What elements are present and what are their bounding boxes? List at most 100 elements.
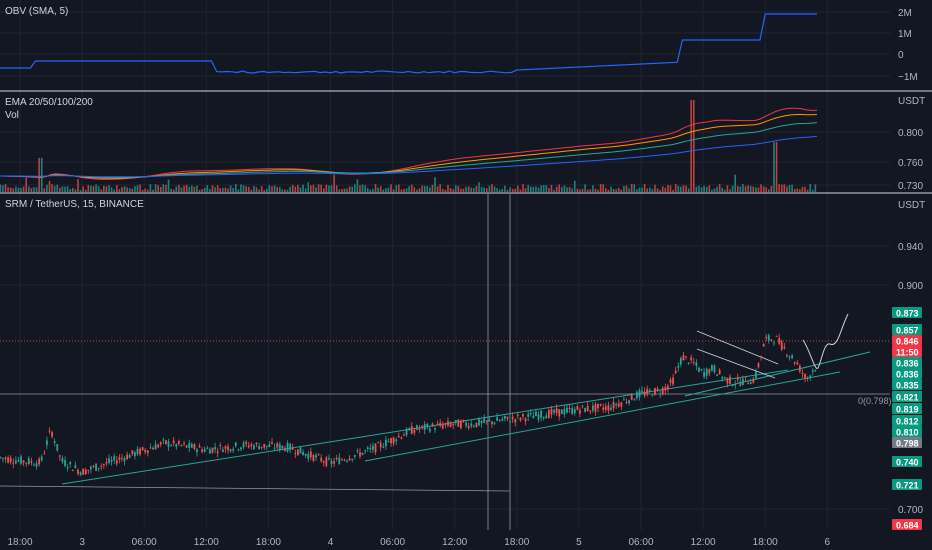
- volume-bar: [485, 188, 488, 192]
- volume-bar: [250, 189, 253, 192]
- volume-bar: [475, 185, 478, 192]
- volume-bar: [651, 188, 654, 192]
- candle-body: [188, 443, 191, 448]
- volume-bar: [765, 187, 768, 192]
- wedge-lower[interactable]: [696, 348, 776, 379]
- candle-body: [335, 457, 338, 459]
- volume-bar: [258, 189, 260, 192]
- volume-bar: [66, 186, 69, 192]
- candle-body: [216, 451, 219, 453]
- volume-bar: [791, 184, 793, 192]
- candle-body: [43, 453, 46, 455]
- price-tag: 11:50: [892, 346, 922, 358]
- volume-bar: [602, 184, 605, 192]
- volume-bar: [615, 189, 617, 192]
- candle-body: [547, 410, 550, 418]
- candle-body: [115, 460, 118, 464]
- candle-body: [498, 420, 501, 422]
- range-hline-bottom[interactable]: [0, 485, 511, 492]
- price-tag-text: 0.836: [896, 370, 919, 380]
- volume-bar: [799, 189, 801, 192]
- volume-bar: [664, 187, 667, 192]
- price-tag-text: 0.810: [896, 428, 919, 438]
- time-tick-label: 4: [328, 537, 334, 548]
- candle-body: [356, 450, 359, 452]
- volume-bar: [672, 189, 674, 192]
- candle-body: [322, 461, 325, 463]
- candle-body: [638, 390, 641, 398]
- trendline-mid[interactable]: [364, 371, 841, 462]
- volume-bar: [64, 186, 66, 192]
- candle-body: [418, 428, 421, 430]
- candle-body: [679, 358, 682, 365]
- candle-body: [4, 457, 7, 460]
- candle-body: [193, 444, 196, 450]
- candle-body: [617, 403, 620, 407]
- candle-body: [620, 402, 623, 407]
- volume-bar: [97, 186, 100, 192]
- volume-bar: [87, 185, 90, 192]
- candle-body: [519, 418, 522, 421]
- candle-body: [633, 399, 636, 401]
- candle-body: [92, 465, 95, 467]
- candle-body: [82, 468, 85, 475]
- candle-body: [346, 460, 348, 462]
- candle-body: [387, 441, 390, 443]
- volume-bar: [643, 184, 646, 192]
- trendline-short[interactable]: [684, 351, 871, 397]
- projection-path[interactable]: [802, 313, 849, 369]
- volume-bar: [325, 184, 328, 192]
- candle-body: [615, 404, 618, 406]
- candle-body: [265, 445, 268, 447]
- volume-bar: [95, 184, 97, 192]
- volume-bar: [692, 100, 695, 192]
- candle-body: [302, 452, 304, 456]
- price-tag-text: 0.821: [896, 393, 919, 403]
- volume-bar: [266, 188, 268, 192]
- volume-bar: [103, 185, 105, 192]
- candle-body: [89, 466, 92, 470]
- volume-bar: [770, 185, 773, 192]
- candle-body: [700, 369, 703, 371]
- candle-body: [687, 362, 690, 364]
- candle-body: [423, 424, 426, 430]
- ema-line: [0, 135, 817, 178]
- volume-bar: [571, 188, 573, 192]
- volume-bar: [154, 184, 157, 192]
- time-axis[interactable]: 18:00 3 06:00 12:00 18:00 4 06:00 12:00 18:00 5 06…: [7, 537, 830, 548]
- volume-bar: [796, 188, 799, 192]
- candle-body: [643, 391, 646, 396]
- candle-body: [447, 421, 449, 426]
- candle-body: [421, 425, 423, 427]
- candle-body: [343, 459, 346, 461]
- candle-body: [165, 440, 167, 444]
- volume-bar: [229, 185, 232, 192]
- volume-bar: [641, 187, 643, 192]
- candle-body: [273, 447, 276, 449]
- candle-body: [426, 423, 429, 427]
- volume-bar: [581, 188, 584, 192]
- wedge-upper[interactable]: [696, 330, 779, 365]
- volume-bar: [185, 184, 188, 192]
- volume-bar: [509, 187, 511, 192]
- candle-body: [152, 447, 154, 450]
- volume-bar: [408, 186, 410, 192]
- candle-body: [586, 405, 589, 412]
- volume-bar: [198, 189, 201, 192]
- candle-body: [149, 447, 152, 449]
- candle-body: [669, 379, 672, 383]
- time-tick-label: 12:00: [691, 537, 716, 548]
- volume-bar: [38, 158, 40, 192]
- volume-bar: [33, 187, 35, 192]
- volume-bar: [385, 188, 387, 192]
- volume-bars: [0, 100, 817, 192]
- volume-bar: [801, 186, 804, 192]
- volume-bar: [172, 189, 175, 192]
- volume-bar: [180, 187, 183, 192]
- candle-body: [762, 344, 765, 347]
- candle-body: [348, 458, 351, 461]
- volume-bar: [690, 100, 692, 192]
- volume-bar: [548, 188, 550, 192]
- candle-body: [325, 457, 328, 466]
- volume-bar: [9, 187, 12, 192]
